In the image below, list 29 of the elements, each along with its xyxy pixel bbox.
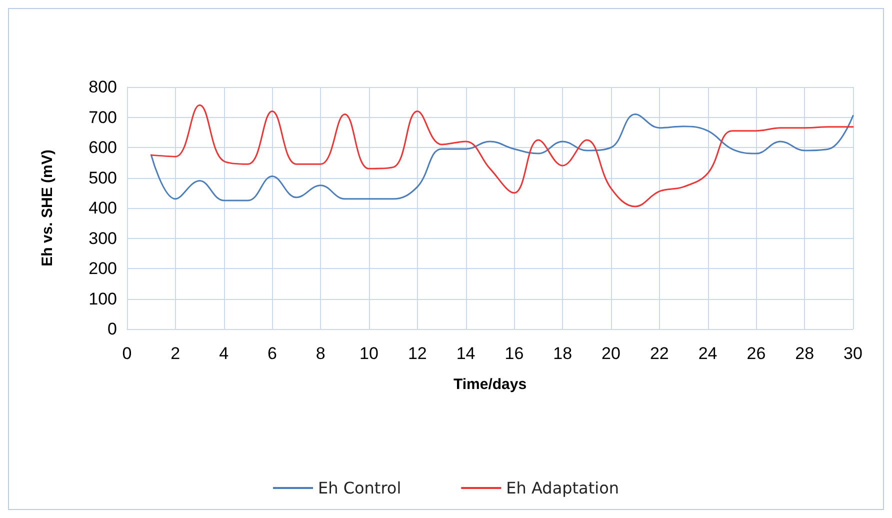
legend-label: Eh Control: [318, 478, 402, 498]
x-tick-label: 24: [698, 344, 718, 363]
x-tick-label: 16: [504, 344, 524, 363]
y-tick-label: 700: [88, 108, 117, 127]
x-tick-label: 28: [795, 344, 814, 363]
y-tick-label: 500: [88, 168, 117, 188]
x-tick-label: 12: [408, 344, 427, 363]
y-tick-label: 800: [88, 78, 117, 96]
x-tick-label: 0: [122, 344, 132, 363]
x-tick-label: 14: [456, 344, 476, 363]
x-tick-label: 8: [316, 344, 326, 363]
x-tick-label: 26: [746, 344, 766, 363]
y-tick-label: 100: [88, 289, 117, 308]
x-tick-label: 2: [170, 344, 180, 363]
y-tick-label: 600: [88, 138, 117, 157]
x-tick-label: 18: [553, 344, 572, 363]
x-tick-label: 4: [219, 344, 229, 363]
x-tick-label: 30: [844, 344, 862, 363]
y-axis-title: Eh vs. SHE (mV): [39, 150, 56, 266]
x-tick-label: 22: [650, 344, 669, 363]
y-tick-label: 300: [88, 228, 117, 248]
x-tick-label: 10: [360, 344, 378, 363]
legend-label: Eh Adaptation: [506, 478, 620, 498]
x-axis-title: Time/days: [453, 376, 527, 393]
x-tick-label: 20: [602, 344, 620, 363]
y-tick-label: 400: [88, 198, 117, 218]
x-tick-label: 6: [267, 344, 277, 363]
y-tick-label: 200: [88, 259, 117, 278]
y-tick-label: 0: [108, 320, 117, 338]
